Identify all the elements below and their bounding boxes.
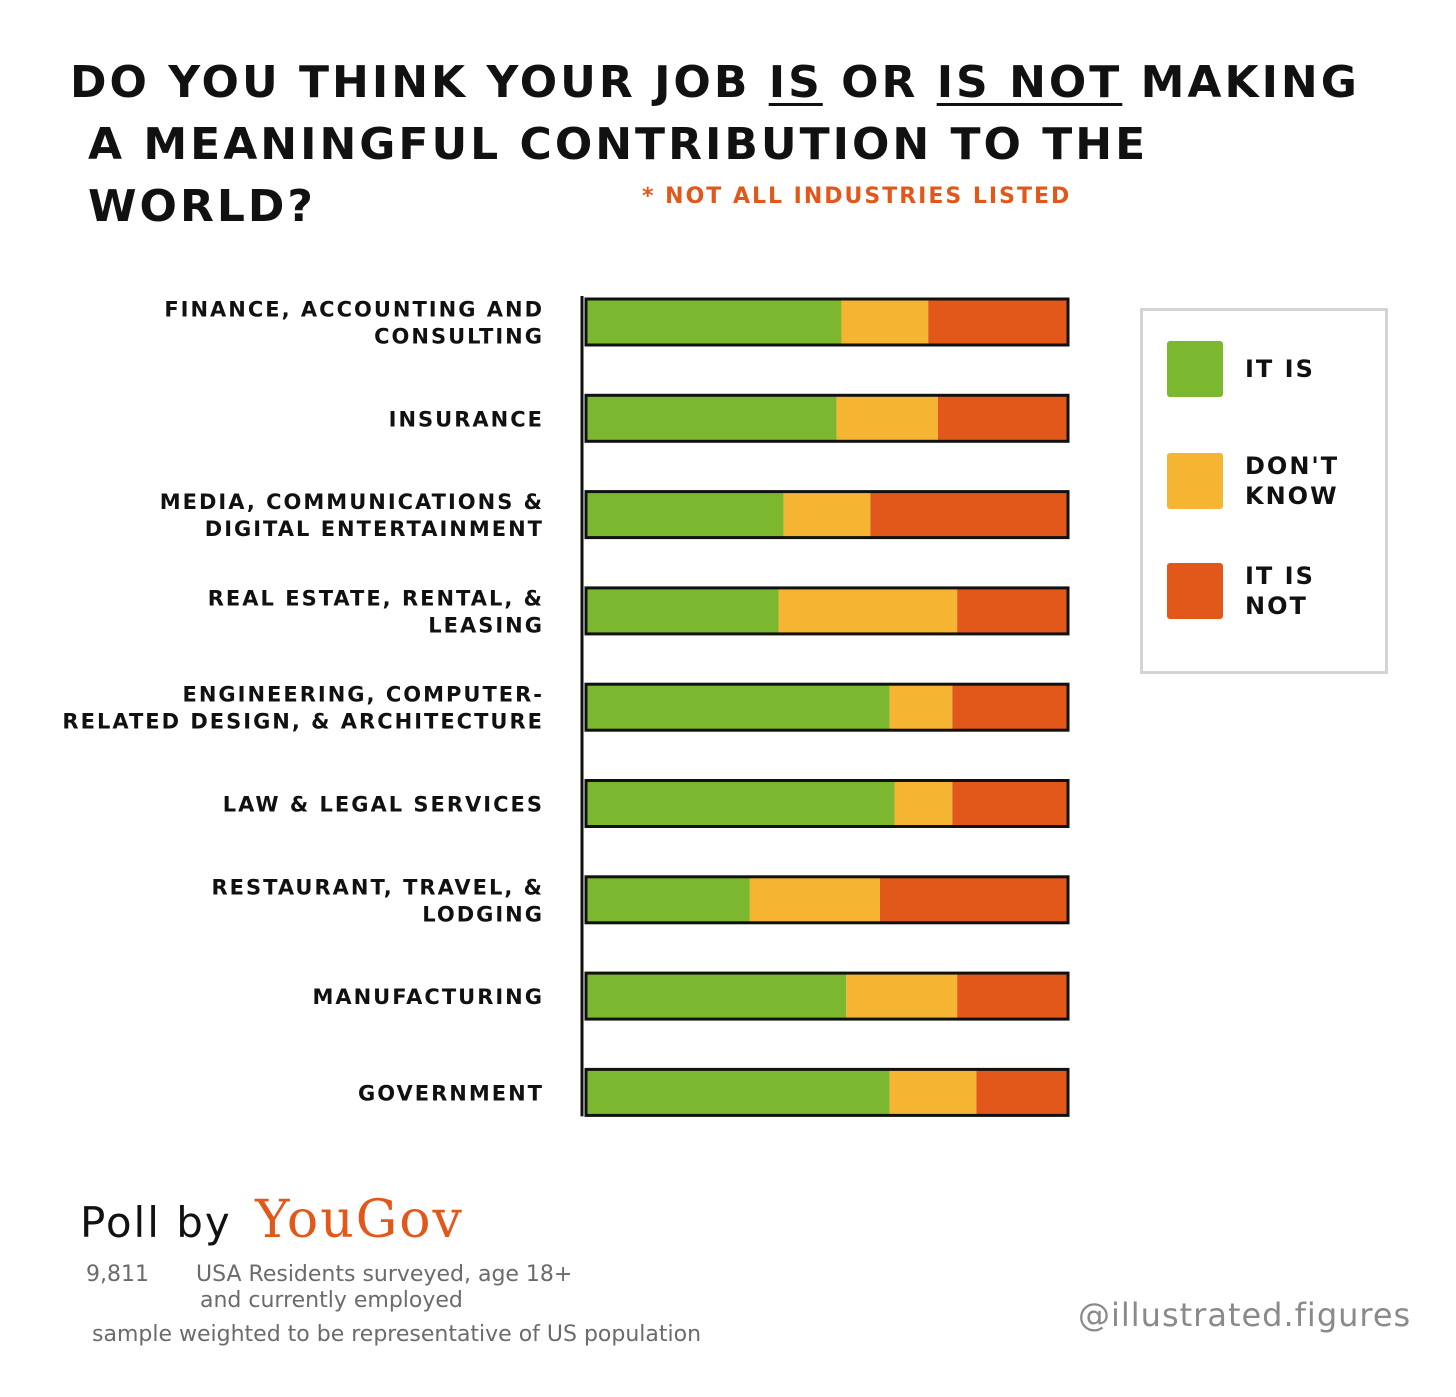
bar-outline (584, 779, 1070, 828)
category-label: INSURANCE (389, 407, 544, 431)
title-text: making (1122, 57, 1360, 108)
bar-outline (584, 586, 1070, 636)
category-label-line: RELATED DESIGN, & ARCHITECTURE (62, 710, 544, 734)
title-text: Do you think your job (70, 57, 769, 108)
bar-segment-it-is-not (928, 299, 1068, 345)
bar-segment-dont-know (841, 299, 929, 345)
category-label-line: CONSULTING (374, 325, 544, 349)
legend-swatch-it-is (1167, 341, 1223, 397)
bar-segment-dont-know (836, 395, 938, 442)
category-label-line: MEDIA, COMMUNICATIONS & (160, 490, 544, 514)
sample-employment: and currently employed (200, 1288, 463, 1313)
bar-segment-dont-know (783, 491, 871, 538)
poll-label: Poll by (80, 1198, 232, 1247)
legend-item-dont-know: Don't know (1167, 451, 1385, 511)
bar-segment-it-is-not (976, 1069, 1068, 1116)
category-label: MANUFACTURING (312, 985, 544, 1009)
bar-segment-it-is-not (957, 587, 1068, 634)
category-labels-group: FINANCE, ACCOUNTING AND CONSULTING INSURAN… (62, 298, 544, 1106)
title-emphasis-is-not: is not (936, 57, 1123, 108)
poll-brand: YouGov (255, 1190, 464, 1250)
poll-credit: Poll by YouGov (80, 1190, 464, 1250)
bar-segment-it-is (586, 973, 847, 1020)
sample-weighting: sample weighted to be representative of … (92, 1322, 702, 1347)
chart-title: Do you think your job is or is not makin… (70, 52, 1390, 238)
title-line-1: Do you think your job is or is not makin… (70, 52, 1390, 114)
legend: It is Don't know It is not (1140, 308, 1388, 674)
bars-group (584, 297, 1070, 1117)
category-label-line: RESTAURANT, TRAVEL, & (211, 875, 544, 899)
bar-outline (584, 490, 1070, 540)
bar-segment-it-is (586, 1069, 890, 1116)
legend-swatch-dont-know (1167, 453, 1223, 509)
category-label-line: LAW & LEGAL SERVICES (223, 793, 544, 817)
bar-segment-it-is (586, 876, 750, 923)
bar-segment-it-is (586, 299, 842, 345)
industries-note: * Not all industries listed (642, 184, 1072, 209)
bar-segment-it-is (586, 395, 837, 442)
bar-segment-it-is (586, 491, 784, 538)
category-label: RESTAURANT, TRAVEL, & LODGING (211, 875, 544, 926)
category-label-line: DIGITAL ENTERTAINMENT (205, 517, 544, 541)
category-label-line: FINANCE, ACCOUNTING AND (164, 298, 544, 322)
bar-segment-dont-know (778, 587, 958, 634)
legend-label-dont-know: Don't know (1245, 452, 1340, 510)
bar-segment-it-is-not (952, 684, 1068, 731)
legend-swatch-it-is-not (1167, 563, 1223, 619)
bar-segment-it-is-not (937, 395, 1068, 442)
legend-label-it-is-not: It is not (1245, 562, 1315, 620)
bar-outline (584, 1067, 1070, 1117)
category-label: ENGINEERING, COMPUTER- RELATED DESIGN, & … (62, 683, 544, 734)
legend-item-it-is: It is (1167, 341, 1385, 397)
bar-outline (584, 297, 1070, 347)
legend-label-it-is: It is (1245, 355, 1315, 383)
category-label-line: INSURANCE (389, 407, 544, 431)
author-handle: @illustrated.figures (1078, 1296, 1412, 1334)
category-label-line: LEASING (428, 613, 544, 637)
category-label: FINANCE, ACCOUNTING AND CONSULTING (164, 298, 544, 349)
title-text: or (822, 57, 937, 108)
category-label-line: GOVERNMENT (358, 1081, 544, 1105)
category-label-line: REAL ESTATE, RENTAL, & (208, 586, 544, 610)
bar-segment-it-is (586, 780, 895, 827)
category-label: GOVERNMENT (358, 1081, 544, 1105)
bar-outline (584, 875, 1070, 925)
bar-segment-dont-know (894, 780, 953, 827)
bar-outline (584, 682, 1070, 732)
category-label: REAL ESTATE, RENTAL, & LEASING (208, 586, 544, 637)
category-label-line: MANUFACTURING (312, 985, 544, 1009)
bar-segment-dont-know (846, 973, 958, 1020)
title-line-2: a meaningful contribution to the world? (88, 119, 1149, 232)
bar-segment-dont-know (749, 876, 881, 923)
bar-segment-it-is-not (952, 780, 1068, 827)
category-label-line: ENGINEERING, COMPUTER- (183, 683, 544, 707)
category-label: LAW & LEGAL SERVICES (223, 793, 544, 817)
bar-segment-it-is (586, 587, 779, 634)
bar-outline (584, 393, 1070, 443)
sample-description: USA Residents surveyed, age 18+ (196, 1262, 573, 1287)
bar-segment-dont-know (889, 1069, 977, 1116)
title-emphasis-is: is (768, 57, 823, 108)
legend-item-it-is-not: It is not (1167, 561, 1385, 621)
bar-segment-it-is-not (870, 491, 1068, 538)
bar-segment-dont-know (889, 684, 953, 731)
sample-count: 9,811 (86, 1262, 149, 1287)
bar-segment-it-is-not (957, 973, 1068, 1020)
category-label-line: LODGING (422, 902, 544, 926)
bar-segment-it-is-not (880, 876, 1068, 923)
category-label: MEDIA, COMMUNICATIONS & DIGITAL ENTERTAIN… (160, 490, 544, 541)
bar-segment-it-is (586, 684, 890, 731)
bar-outline (584, 971, 1070, 1021)
